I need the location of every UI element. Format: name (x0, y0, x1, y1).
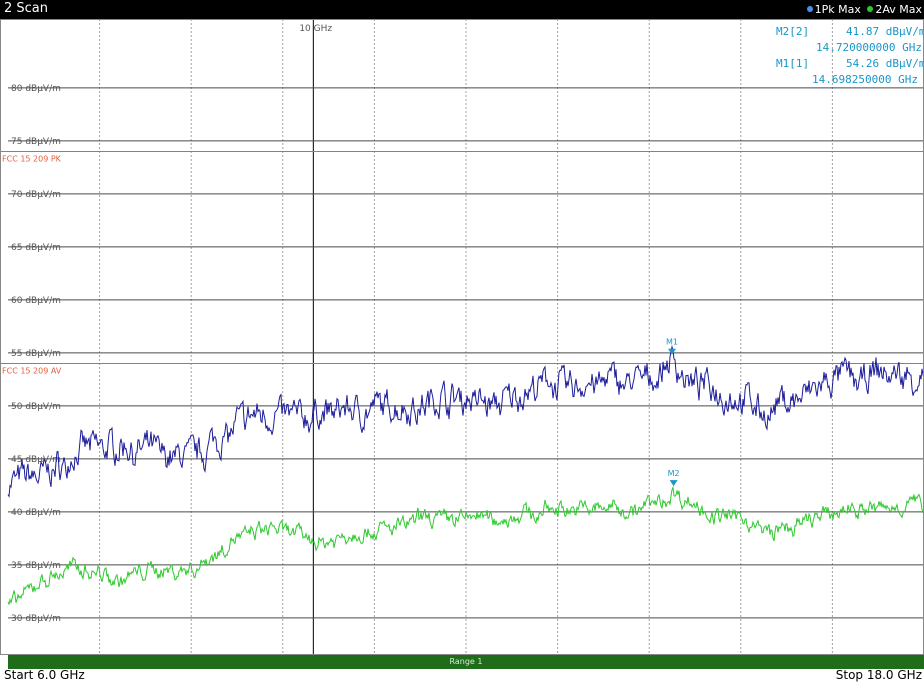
plot-frame (0, 19, 924, 655)
start-frequency: Start 6.0 GHz (4, 668, 85, 682)
marker-m2-icon (669, 480, 678, 487)
y-tick-label: 70 dBμV/m (11, 190, 61, 200)
y-tick-label: 55 dBμV/m (11, 349, 61, 359)
y-tick-label: 45 dBμV/m (11, 455, 61, 465)
trace-legend: 1Pk Max 2Av Max (806, 3, 922, 16)
limit-line-label: FCC 15 209 PK (2, 155, 62, 164)
y-tick-label: 75 dBμV/m (11, 137, 61, 147)
y-tick-label: 35 dBμV/m (11, 561, 61, 571)
y-tick-label: 40 dBμV/m (11, 508, 61, 518)
marker-m1-name: M1[1] (776, 57, 810, 70)
title-bar: 2 Scan 1Pk Max 2Av Max (0, 0, 924, 19)
y-tick-label: 80 dBμV/m (11, 84, 61, 94)
trace1-dot-icon (806, 6, 813, 12)
marker-m2-level: 41.87 dBμV/m (846, 25, 924, 38)
y-tick-label: 30 dBμV/m (11, 614, 61, 624)
limit-line-label: FCC 15 209 AV (2, 367, 62, 376)
y-tick-label: 60 dBμV/m (11, 296, 61, 306)
scan-label: 2 Scan (4, 1, 49, 16)
spectrum-plot[interactable]: 10 GHz 80 dBμV/m 75 dBμV/m 70 dBμV/m 65 dBμV… (0, 19, 924, 655)
center-frequency-label: 10 GHz (299, 24, 332, 34)
y-tick-label: 65 dBμV/m (11, 243, 61, 253)
y-tick-label: 50 dBμV/m (11, 402, 61, 412)
marker-m2-label: M2 (668, 469, 680, 478)
marker-m2-name: M2[2] (776, 25, 810, 38)
marker-m1-level: 54.26 dBμV/m (846, 57, 924, 70)
stop-frequency: Stop 18.0 GHz (835, 668, 922, 682)
marker-m1-label: M1 (666, 338, 678, 347)
range-bar: Range 1 (8, 655, 924, 669)
marker-m2-freq: 14.720000000 GHz (816, 41, 922, 54)
trace-1pk-max (7, 344, 924, 498)
trace2-dot-icon (867, 6, 874, 12)
marker-m1-freq: 14.698250000 GHz (812, 73, 918, 86)
trace-2av-max (7, 485, 924, 606)
trace1-label: 1Pk Max (814, 3, 861, 16)
marker-m1-icon (667, 348, 676, 355)
trace2-label: 2Av Max (875, 3, 922, 16)
